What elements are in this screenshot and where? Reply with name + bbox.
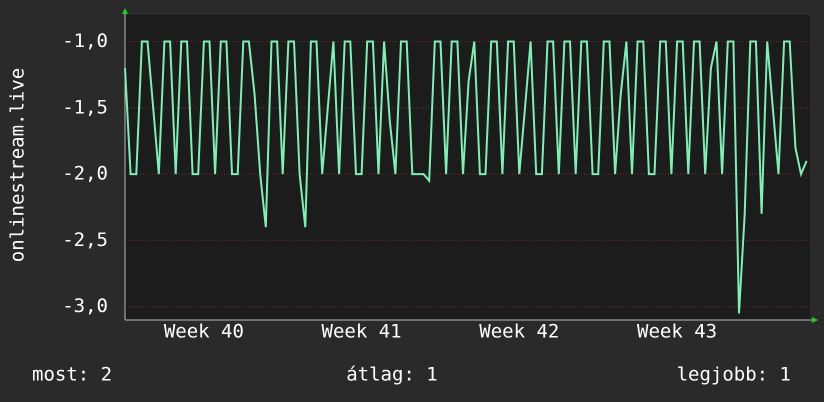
y-tick-label: -2,0 [62,163,108,185]
plot-area [125,15,810,320]
x-tick-label: Week 43 [637,321,717,343]
x-arrow [812,317,818,323]
footer-current: most: 2 [32,364,112,386]
data-line [124,40,808,314]
y-tick-label: -3,0 [62,295,108,317]
footer-average: átlag: 1 [346,364,438,386]
y-arrow [122,8,128,14]
x-tick-label: Week 42 [479,321,559,343]
x-tick-label: Week 41 [322,321,402,343]
x-tick-label: Week 40 [164,321,244,343]
y-tick-label: -2,5 [62,229,108,251]
y-axis-label: onlinestream.live [7,68,29,262]
footer-best: legjobb: 1 [677,364,791,386]
y-tick-label: -1,5 [62,96,108,118]
y-tick-label: -1,0 [62,30,108,52]
